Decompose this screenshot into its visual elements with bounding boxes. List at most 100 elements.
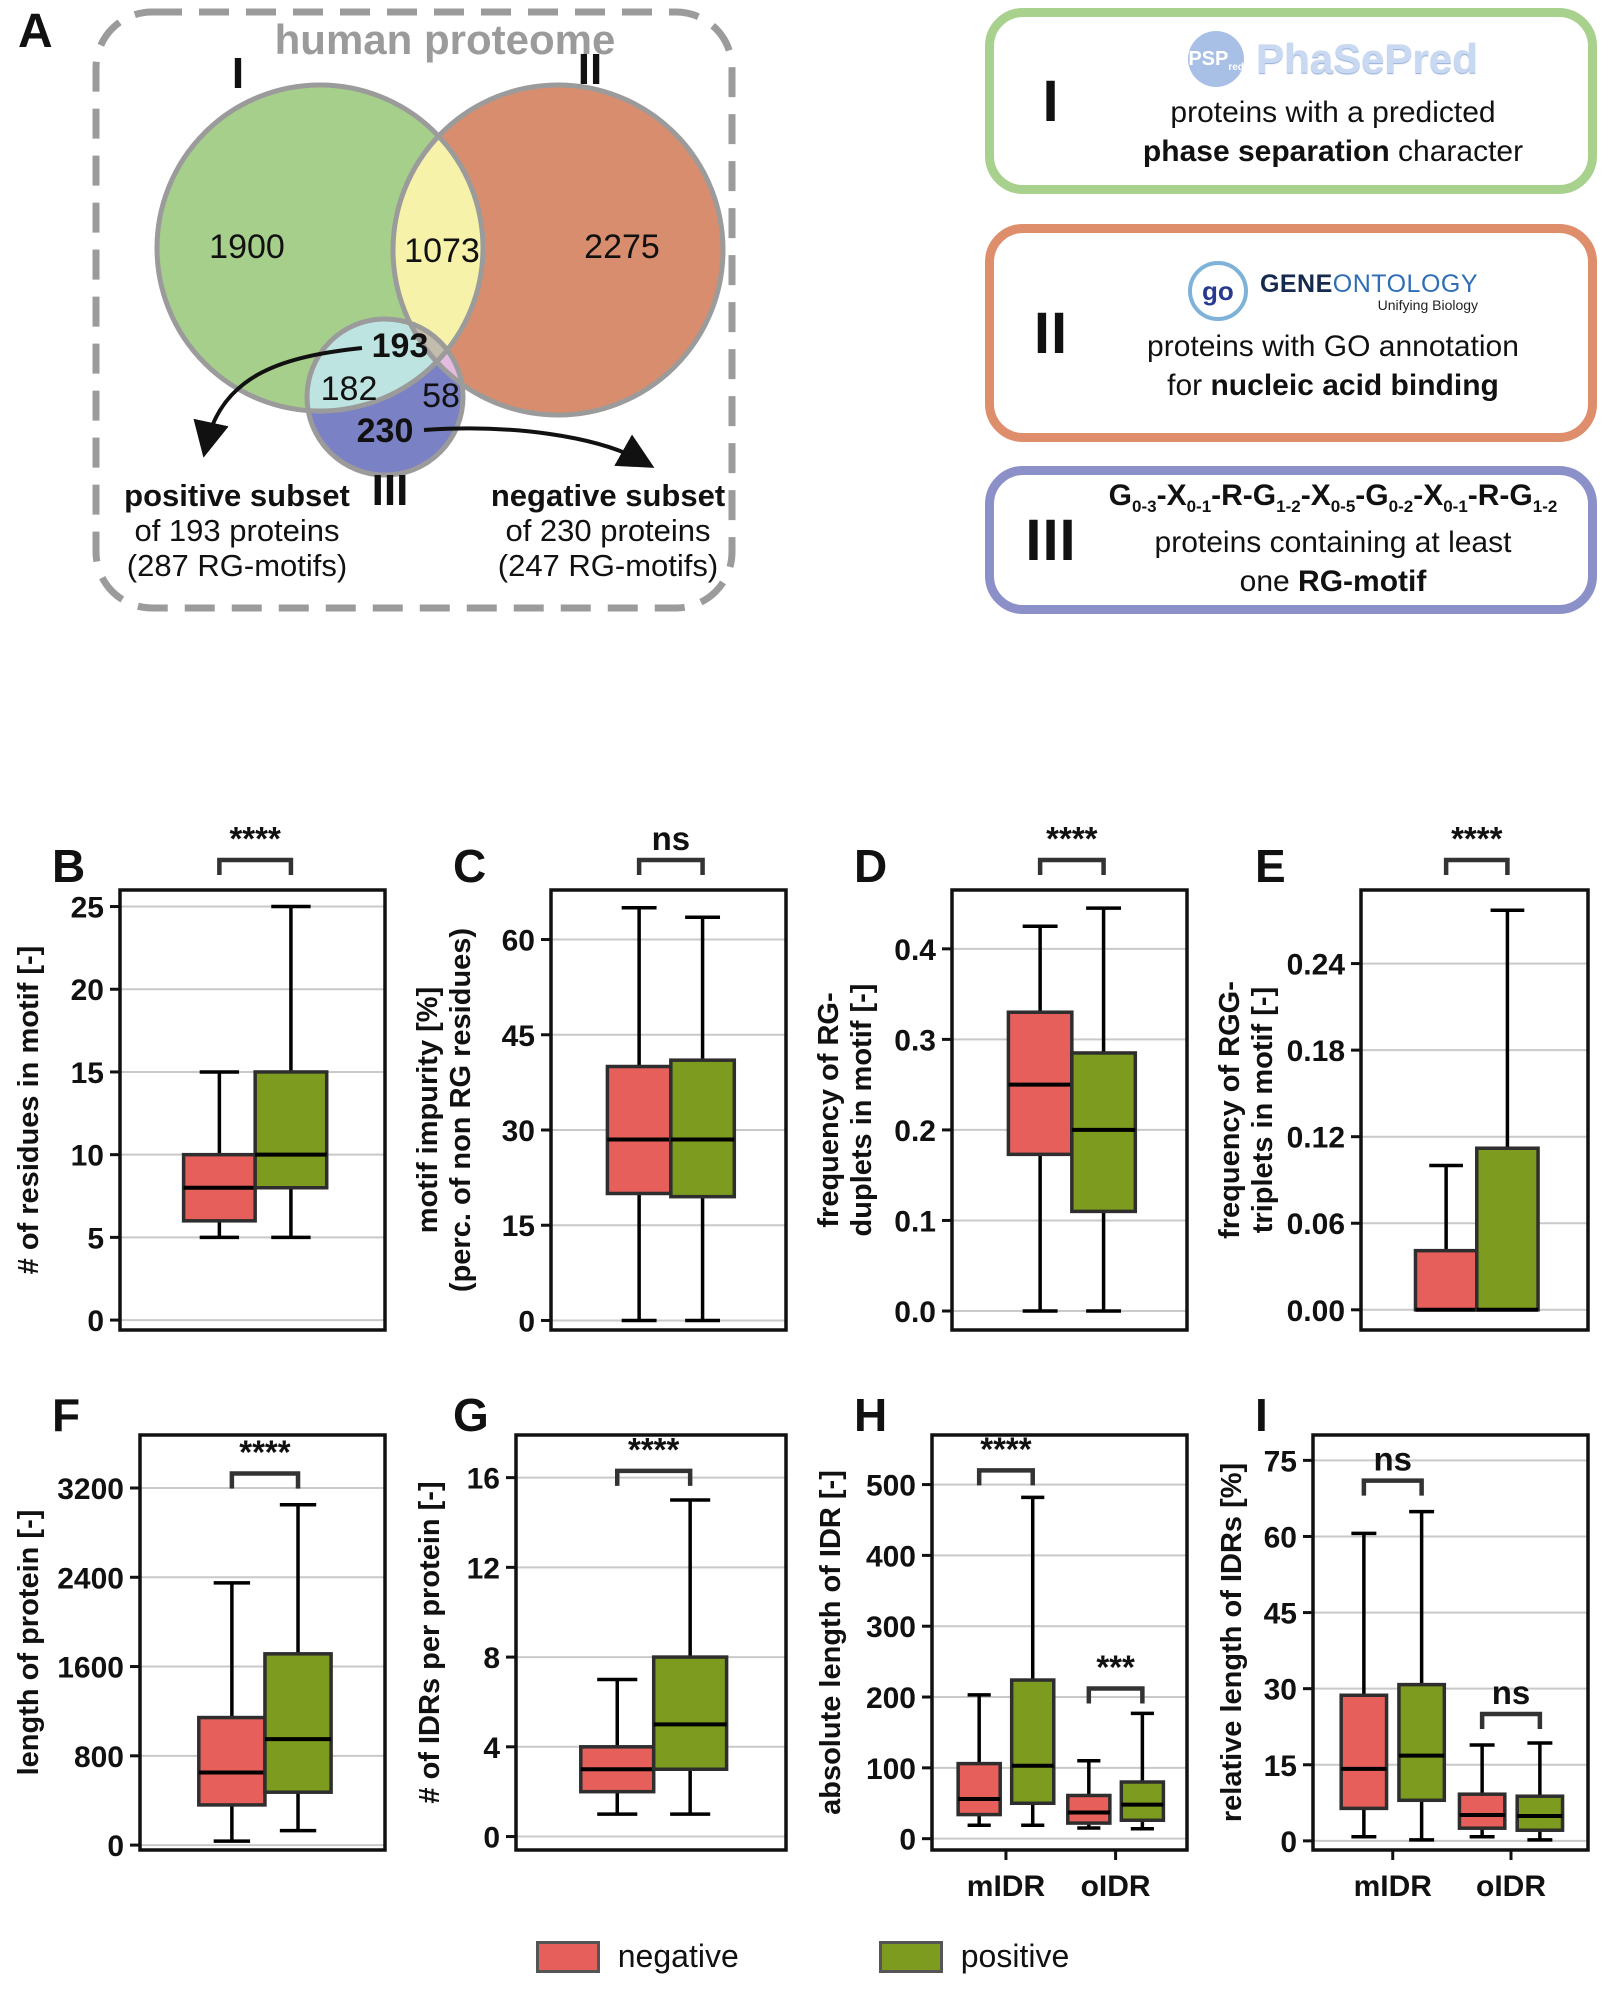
positive-annotation-line3: (287 RG-motifs) <box>127 548 347 583</box>
box-C-negative <box>605 1064 673 1196</box>
svg-text:0.0: 0.0 <box>894 1296 936 1329</box>
svg-text:0.00: 0.00 <box>1287 1295 1345 1328</box>
go-name-strong: GENE <box>1259 269 1333 298</box>
svg-text:motif impurity [%]: motif impurity [%] <box>412 987 444 1234</box>
boxplot-G: 0 4 8 12 16 # of IDRs per protein [-] **** <box>414 1431 788 1855</box>
boxplot-H: 0 100 200 300 400 500 absolute length of IDR [… <box>815 1430 1189 1903</box>
boxplot-E: 0.00 0.06 0.12 0.18 0.24 frequency of RGG-tri… <box>1214 820 1590 1332</box>
positive-annotation-line2: of 193 proteins <box>134 513 339 548</box>
boxplot-I: 0 15 30 45 60 75 relative length of IDRs [%] ns… <box>1216 1433 1590 1903</box>
svg-text:300: 300 <box>866 1611 916 1644</box>
negative-annotation-line3: (247 RG-motifs) <box>498 548 718 583</box>
svg-text:triplets in motif [-]: triplets in motif [-] <box>1247 987 1279 1233</box>
count-II-III: 58 <box>422 377 460 415</box>
negative-swatch <box>535 1940 600 1973</box>
svg-text:length of protein [-]: length of protein [-] <box>13 1510 45 1776</box>
svg-text:0: 0 <box>107 1830 124 1863</box>
panel-label-B: B <box>52 840 86 892</box>
svg-text:800: 800 <box>74 1741 124 1774</box>
sig-B: **** <box>229 820 281 857</box>
venn-title: human proteome <box>275 16 616 63</box>
svg-text:0.24: 0.24 <box>1287 949 1346 982</box>
legend-box-set2-line2: for nucleic acid binding <box>1167 369 1499 402</box>
box-D-positive <box>1070 1051 1138 1214</box>
box-E-negative <box>1413 1248 1479 1312</box>
boxplot-F: 0 800 1600 2400 3200 length of protein [-] ***… <box>13 1433 387 1863</box>
go-tagline: Unifying Biology <box>1377 296 1479 313</box>
box-I-mIDR-negative <box>1339 1693 1389 1811</box>
svg-text:duplets in motif [-]: duplets in motif [-] <box>846 984 878 1237</box>
sig-H-mIDR: **** <box>980 1430 1032 1467</box>
svg-text:45: 45 <box>1264 1598 1297 1631</box>
count-II-only: 2275 <box>584 228 660 266</box>
box-H-mIDR-negative <box>956 1761 1002 1817</box>
sig-I-oIDR: ns <box>1492 1674 1531 1711</box>
svg-text:0.12: 0.12 <box>1287 1122 1345 1155</box>
count-III-only: 230 <box>357 412 414 450</box>
box-I-mIDR-positive <box>1397 1682 1447 1803</box>
phasepred-logo: PSP red PhaSePred <box>1188 31 1478 88</box>
xlabel-H-oIDR: oIDR <box>1081 1870 1151 1903</box>
svg-text:16: 16 <box>467 1463 500 1496</box>
svg-text:8: 8 <box>483 1642 500 1675</box>
svg-text:(perc. of non RG residues): (perc. of non RG residues) <box>445 928 477 1292</box>
legend-box-set1: I PSP red PhaSePred proteins with a pred… <box>985 8 1597 194</box>
count-I-II-III: 193 <box>372 327 429 365</box>
legend-box-set3: III G0-3-X0-1-R-G1-2-X0-5-G0-2-X0-1-R-G1… <box>985 466 1597 614</box>
venn-set3-outline <box>304 316 466 478</box>
positive-annotation-line1: positive subset <box>124 478 350 513</box>
geneontology-wordmark: GENEONTOLOGY Unifying Biology <box>1260 270 1478 313</box>
sig-D: **** <box>1046 820 1098 857</box>
panel-label-F: F <box>52 1389 81 1441</box>
svg-text:0.3: 0.3 <box>894 1024 936 1057</box>
svg-text:0.06: 0.06 <box>1287 1208 1345 1241</box>
sig-F: **** <box>239 1433 291 1470</box>
box-I-oIDR-negative <box>1457 1792 1507 1830</box>
boxplot-D: 0.0 0.1 0.2 0.3 0.4 frequency of RG-duplets i… <box>813 820 1189 1332</box>
box-F-negative <box>197 1715 267 1807</box>
panel-label-H: H <box>854 1389 888 1441</box>
sig-C: ns <box>652 820 691 857</box>
geneontology-logo: go GENEONTOLOGY Unifying Biology <box>1187 261 1478 322</box>
box-H-oIDR-positive <box>1119 1780 1166 1823</box>
svg-text:15: 15 <box>71 1057 104 1090</box>
go-circle-icon: go <box>1187 261 1248 322</box>
set-label-III: III <box>372 466 409 515</box>
venn-diagram: human proteome I II III 1900 1073 2275 1… <box>92 8 736 612</box>
panel-C: C 0 15 30 45 60 motif impurity [%] (perc. of no… <box>401 795 802 1380</box>
arrow-negative-subset <box>423 426 655 468</box>
box-H-oIDR-negative <box>1066 1793 1112 1825</box>
svg-text:0: 0 <box>483 1822 500 1855</box>
panel-G: G 0 4 8 12 16 # of IDRs per protein [-] **** <box>401 1380 802 1930</box>
svg-text:15: 15 <box>1264 1750 1297 1783</box>
svg-text:0.2: 0.2 <box>894 1115 936 1148</box>
svg-text:10: 10 <box>71 1140 104 1173</box>
svg-text:0: 0 <box>87 1305 104 1338</box>
svg-text:3200: 3200 <box>57 1473 124 1506</box>
svg-text:0.1: 0.1 <box>894 1205 936 1238</box>
venn-set2-outline <box>390 82 726 418</box>
legend-box-set3-line2: one RG-motif <box>1239 565 1427 598</box>
svg-text:frequency of RGG-: frequency of RGG- <box>1214 981 1246 1239</box>
legend-box-set2-numeral: II <box>1033 300 1069 366</box>
svg-text:absolute length of IDR [-]: absolute length of IDR [-] <box>815 1470 847 1815</box>
svg-text:2400: 2400 <box>57 1562 124 1595</box>
xlabel-I-oIDR: oIDR <box>1476 1870 1546 1903</box>
human-proteome-outline <box>92 8 736 612</box>
panel-B: B 0 5 10 15 20 25 # of residues in motif [-] ***… <box>0 795 401 1380</box>
panel-label-E: E <box>1255 840 1286 892</box>
venn-set2-fill <box>393 85 723 415</box>
arrow-positive-subset <box>193 346 363 458</box>
svg-text:4: 4 <box>483 1732 500 1765</box>
svg-text:15: 15 <box>502 1210 535 1243</box>
boxplot-B: 0 5 10 15 20 25 # of residues in motif [-] **** <box>13 820 387 1338</box>
legend-box-set3-body: G0-3-X0-1-R-G1-2-X0-5-G0-2-X0-1-R-G1-2 p… <box>1098 479 1568 600</box>
count-I-III: 182 <box>321 370 378 408</box>
rg-motif-formula: G0-3-X0-1-R-G1-2-X0-5-G0-2-X0-1-R-G1-2 <box>1108 479 1558 517</box>
sig-E: **** <box>1451 820 1503 857</box>
svg-text:12: 12 <box>467 1552 500 1585</box>
box-F-positive <box>263 1652 333 1794</box>
svg-text:1600: 1600 <box>57 1652 124 1685</box>
panel-label-D: D <box>854 840 888 892</box>
